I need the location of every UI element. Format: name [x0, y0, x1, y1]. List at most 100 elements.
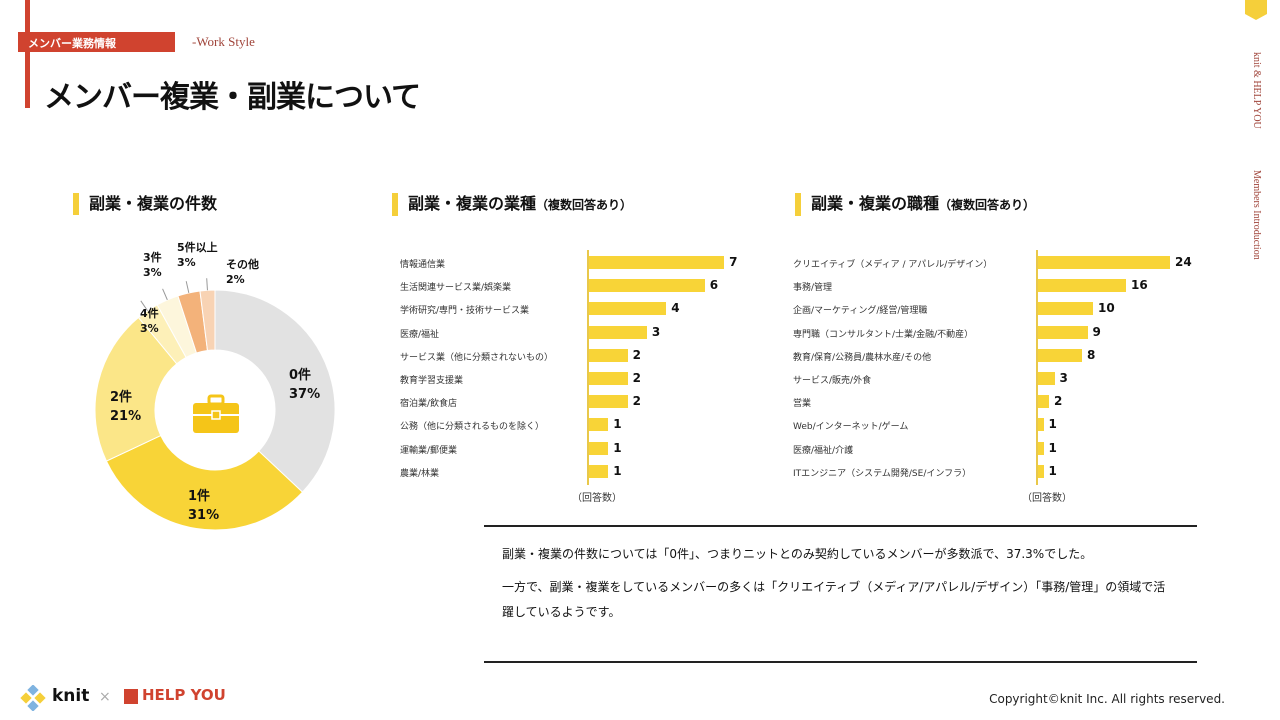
bar: [1038, 279, 1126, 293]
bar-category-label: 情報通信業: [400, 260, 446, 270]
donut-label-category: 5件以上: [177, 241, 218, 254]
bar-category-label: 宿泊業/飲食店: [400, 399, 458, 410]
bar: [589, 441, 609, 455]
bar-category-label: 運輸業/郵便業: [400, 445, 458, 456]
bar: [589, 372, 628, 385]
bar-value-label: 6: [709, 278, 719, 293]
bar-value-label: 1: [1048, 463, 1057, 478]
bar-axis: [587, 250, 589, 485]
chart1-title: 副業・複業の件数: [73, 193, 217, 215]
bar-value-label: 4: [671, 301, 680, 316]
bar-axis: [1036, 250, 1038, 485]
chart2-title-text: 副業・複業の業種: [408, 194, 537, 213]
bar-value-label: 3: [651, 324, 661, 339]
summary-line-3: 躍しているようです。: [502, 605, 621, 619]
knit-logo-text: knit: [52, 686, 90, 706]
donut-label: その他 2%: [226, 257, 259, 287]
bar: [1038, 256, 1170, 269]
chart3-title: 副業・複業の職種（複数回答あり）: [795, 193, 1035, 216]
donut-label-value: 37%: [289, 387, 321, 402]
bar-value-label: 1: [613, 417, 622, 432]
side-label-section: Members Introduction: [1251, 170, 1262, 260]
bar: [1038, 464, 1044, 478]
times-sign: ×: [99, 689, 111, 705]
bar: [589, 302, 667, 316]
bar: [589, 325, 647, 339]
page-title: メンバー複業・副業について: [44, 80, 421, 115]
bar: [589, 256, 725, 269]
helpyou-logo-icon: [124, 689, 138, 704]
bar-value-label: 8: [1087, 347, 1096, 362]
bar-category-label: 教育学習支援業: [400, 376, 464, 386]
bar-value-label: 1: [1048, 440, 1057, 455]
donut-chart: [94, 278, 336, 531]
bar-category-label: 企画/マーケティング/経営/管理職: [793, 306, 928, 317]
donut-label-category: 0件: [289, 368, 312, 383]
bar-value-label: 9: [1092, 324, 1101, 339]
bar-category-label: 教育/保育/公務員/農林水産/その他: [793, 352, 932, 363]
leader-line: [162, 288, 168, 301]
bar: [589, 348, 628, 362]
leader-line: [185, 281, 190, 293]
bar: [1038, 348, 1082, 362]
copyright: Copyright©knit Inc. All rights reserved.: [989, 692, 1225, 706]
bar: [589, 418, 609, 432]
donut-label-category: 4件: [140, 307, 159, 320]
donut-slice-1: [105, 434, 304, 531]
chart2-title-note: （複数回答あり）: [536, 198, 633, 212]
donut-label-value: 3%: [177, 256, 196, 269]
bar-category-label: 生活関連サービス業/娯楽業: [400, 283, 512, 294]
donut-label: 2件 21%: [110, 388, 141, 426]
bar-value-label: 24: [1175, 255, 1192, 269]
bar-category-label: ITエンジニア（システム開発/SE/インフラ）: [793, 468, 972, 479]
bar-value-label: 1: [1048, 417, 1057, 432]
bar-category-label: 事務/管理: [793, 283, 833, 294]
donut-label: 0件 37%: [289, 366, 320, 404]
bar-category-label: 農業/林業: [400, 468, 440, 479]
bar-value-label: 2: [632, 394, 641, 409]
donut-label-value: 21%: [110, 409, 142, 424]
bar: [589, 395, 628, 409]
donut-slice-6: [199, 289, 216, 352]
bar-category-label: Web/インターネット/ゲーム: [793, 422, 909, 433]
bar-category-label: 公務（他に分類されるものを除く）: [400, 422, 545, 433]
bar-value-label: 2: [1054, 394, 1063, 409]
leader-line: [140, 300, 148, 312]
donut-label-value: 31%: [188, 508, 220, 523]
donut-label-category: その他: [226, 258, 259, 271]
accent-bar: [25, 0, 30, 108]
bar-value-label: 2: [632, 371, 641, 385]
bar-value-label: 16: [1131, 278, 1148, 293]
donut-slice-2: [94, 316, 178, 462]
bar: [589, 464, 609, 478]
bar-value-label: 7: [729, 255, 738, 269]
bar-category-label: 営業: [793, 399, 812, 410]
donut-label: 3件 3%: [143, 250, 162, 280]
section-subtitle: -Work Style: [192, 34, 255, 49]
bar-value-label: 1: [613, 463, 622, 478]
bar: [1038, 372, 1055, 385]
bar: [589, 279, 705, 293]
summary-line-1: 副業・複業の件数については「0件」、つまりニットとのみ契約しているメンバーが多数…: [502, 547, 1093, 561]
bar: [1038, 395, 1049, 409]
section-tag: メンバー業務情報: [18, 32, 175, 52]
chart2-xlabel: （回答数）: [572, 493, 622, 504]
bar-category-label: 医療/福祉: [400, 329, 440, 340]
leader-line: [206, 278, 208, 291]
donut-label-value: 2%: [226, 273, 245, 286]
donut-label: 5件以上 3%: [177, 240, 218, 270]
bar-value-label: 3: [1059, 371, 1068, 385]
bar-category-label: 学術研究/専門・技術サービス業: [400, 306, 530, 317]
chart1-title-text: 副業・複業の件数: [89, 194, 218, 213]
briefcase-icon: [192, 394, 240, 438]
bar: [1038, 418, 1044, 432]
donut-label-value: 3%: [143, 266, 162, 279]
bar-category-label: サービス業（他に分類されないもの）: [400, 352, 554, 363]
divider-bottom: [484, 661, 1197, 663]
bar: [1038, 441, 1044, 455]
chart3-xlabel: （回答数）: [1022, 493, 1072, 504]
bar-value-label: 1: [613, 440, 622, 455]
bar: [1038, 302, 1093, 316]
bar-value-label: 2: [632, 347, 641, 362]
bar-value-label: 10: [1098, 301, 1115, 316]
